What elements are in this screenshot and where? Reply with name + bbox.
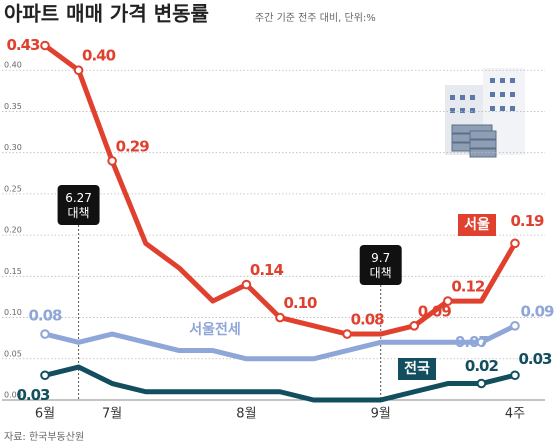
- y-tick-label: 0.30: [4, 143, 22, 152]
- value-label: 0.40: [82, 47, 116, 65]
- annotation-box: [57, 185, 100, 225]
- y-tick-label: 0.25: [4, 184, 22, 193]
- value-label: 0.09: [520, 302, 554, 320]
- value-label: 0.02: [465, 357, 499, 375]
- series-label: 전국: [404, 360, 430, 377]
- x-tick-label: 8월: [236, 407, 256, 422]
- y-tick-label: 0.40: [4, 61, 22, 70]
- annotation-box: [359, 245, 402, 285]
- value-label: 0.08: [28, 307, 62, 325]
- point: [510, 321, 520, 331]
- point: [409, 321, 420, 331]
- point: [73, 65, 84, 76]
- value-label: 0.08: [351, 311, 385, 329]
- annotation-line-text: 대책: [370, 265, 392, 280]
- annotation-line-text: 대책: [68, 205, 90, 220]
- point: [107, 156, 117, 166]
- value-label: 0.14: [250, 261, 284, 279]
- legend-box: [398, 358, 436, 380]
- point: [40, 329, 50, 339]
- point: [443, 296, 453, 306]
- x-tick-label: 7월: [102, 407, 122, 422]
- series-label: 서울: [464, 216, 490, 233]
- point: [40, 370, 50, 381]
- source: 자료: 한국부동산원: [4, 431, 84, 443]
- point: [476, 378, 487, 389]
- line: [44, 364, 516, 403]
- x-tick-label: 6월: [35, 407, 55, 422]
- legend-box: [458, 214, 496, 236]
- value-label: 0.03: [518, 350, 552, 368]
- line: [44, 323, 517, 362]
- value-label: 0.29: [116, 137, 150, 155]
- y-tick-label: 0.00: [4, 391, 22, 400]
- y-tick-label: 0.15: [4, 267, 22, 276]
- point: [510, 238, 520, 249]
- chart-subtitle: 주간 기준 전주 대비, 단위:%: [255, 11, 376, 24]
- point: [476, 337, 487, 348]
- annotation-line-text: 9.7: [371, 251, 390, 265]
- point: [40, 40, 50, 51]
- annotation-line-text: 6.27: [65, 191, 92, 205]
- annotation: 6.27 대책: [65, 191, 92, 220]
- y-tick-label: 0.10: [4, 308, 22, 317]
- value-label: 0.43: [6, 36, 40, 54]
- point: [342, 329, 352, 339]
- y-tick-label: 0.20: [4, 226, 22, 235]
- value-label: 0.10: [283, 294, 317, 312]
- x-tick-label: 4주: [505, 407, 525, 422]
- value-label: 0.07: [455, 333, 489, 351]
- y-tick-label: 0.05: [4, 349, 22, 358]
- point: [241, 279, 252, 290]
- x-tick-label: 9월: [371, 407, 391, 422]
- series-label: 서울전세: [189, 321, 241, 338]
- annotation: 9.7 대책: [370, 251, 392, 280]
- point: [510, 370, 520, 381]
- value-label: 0.12: [451, 278, 485, 296]
- value-label: 0.03: [16, 386, 50, 404]
- y-tick-label: 0.35: [4, 102, 22, 111]
- point: [275, 312, 285, 323]
- value-label: 0.19: [510, 212, 544, 230]
- chart-title: 아파트 매매 가격 변동률: [4, 2, 209, 26]
- value-label: 0.09: [418, 302, 452, 320]
